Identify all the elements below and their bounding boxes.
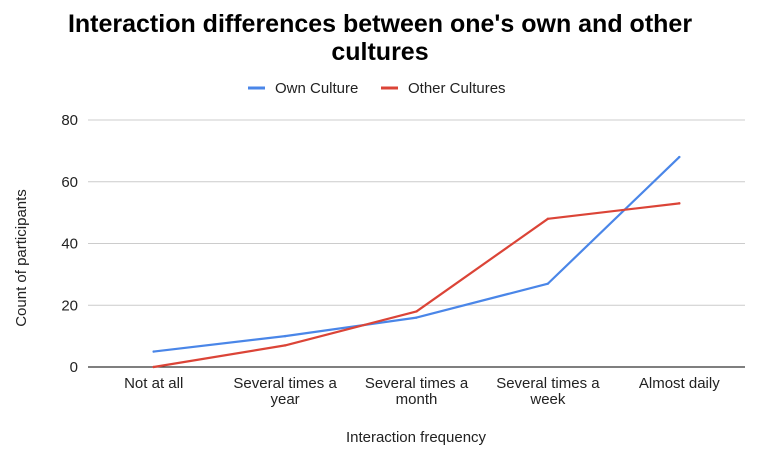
data-point <box>152 350 155 353</box>
x-tick-label-line: Several times a <box>233 375 337 392</box>
gridlines <box>88 119 745 368</box>
legend-label: Other Cultures <box>408 80 506 97</box>
data-point <box>415 310 418 313</box>
x-tick-label: Not at all <box>124 375 183 392</box>
x-tick-label-line: year <box>271 391 300 408</box>
series-lines <box>152 155 681 369</box>
data-point <box>678 202 681 205</box>
x-tick-label: Several times a week <box>496 375 600 408</box>
x-axis-title: Interaction frequency <box>346 429 487 446</box>
chart-title-line: cultures <box>331 38 428 66</box>
data-point <box>546 282 550 285</box>
chart-title-line: Interaction differences between one's ow… <box>68 10 692 38</box>
y-tick-label: 20 <box>61 297 78 314</box>
y-tick-label: 60 <box>61 174 78 191</box>
legend-item: Own Culture <box>248 80 358 97</box>
data-point <box>678 155 681 159</box>
x-tick-label-line: Several times a <box>496 375 600 392</box>
data-point <box>283 334 287 338</box>
y-axis-title: Count of participants <box>13 189 30 327</box>
data-point <box>546 217 550 220</box>
chart-legend: Own Culture Other Cultures <box>248 80 506 97</box>
x-tick-label: Almost daily <box>639 375 720 392</box>
x-tick-label-line: Not at all <box>124 375 183 392</box>
x-tick-label-line: month <box>396 391 438 408</box>
x-tick-label: Several times a month <box>365 375 469 408</box>
y-tick-label: 80 <box>61 112 78 129</box>
y-axis-ticks: 0 20 40 60 80 <box>61 112 78 376</box>
chart-title: Interaction differences between one's ow… <box>68 10 692 66</box>
x-tick-label-line: Several times a <box>365 375 469 392</box>
data-point <box>415 316 418 319</box>
data-point <box>283 344 287 347</box>
legend-item: Other Cultures <box>381 80 506 97</box>
x-tick-label-line: week <box>529 391 566 408</box>
data-point <box>152 365 155 369</box>
x-tick-label: Several times a year <box>233 375 337 408</box>
legend-label: Own Culture <box>275 80 358 97</box>
y-tick-label: 0 <box>70 359 78 376</box>
x-tick-label-line: Almost daily <box>639 375 720 392</box>
y-tick-label: 40 <box>61 236 78 253</box>
series-line <box>152 155 681 353</box>
